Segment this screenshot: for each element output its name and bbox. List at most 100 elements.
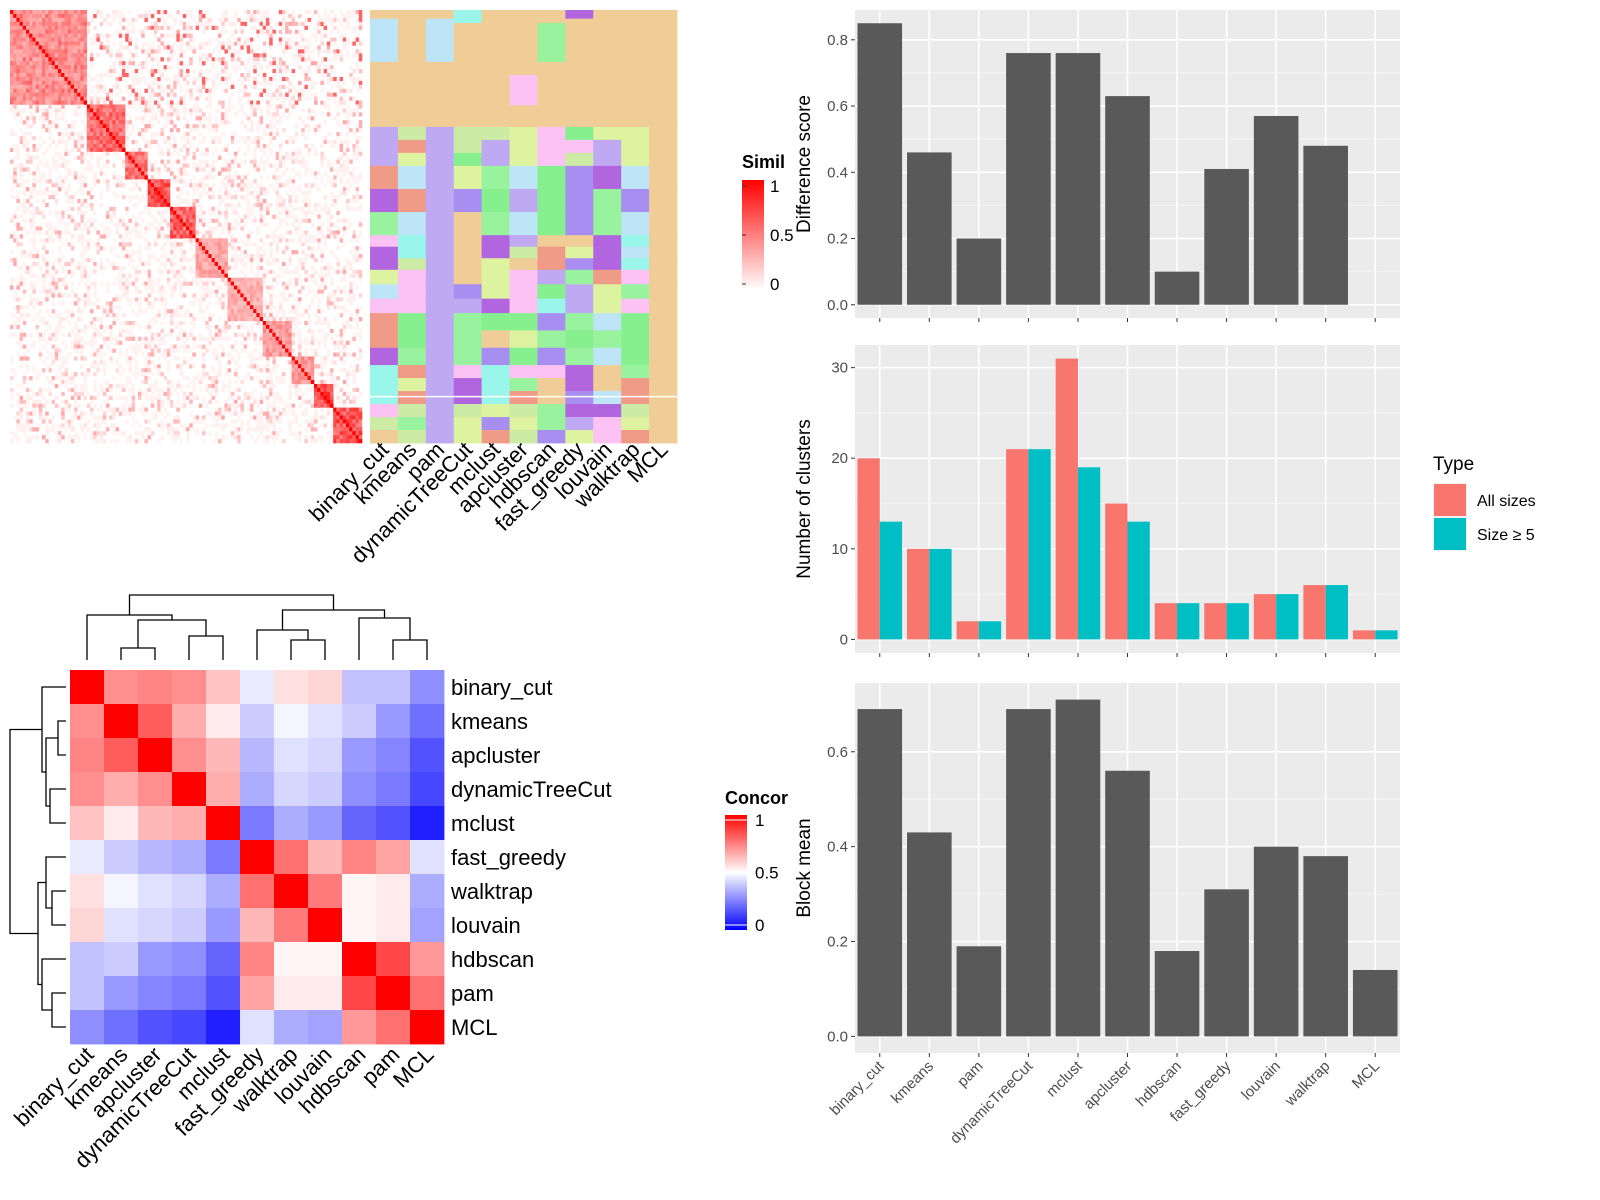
similarity-cell bbox=[160, 226, 164, 231]
similarity-cell bbox=[326, 139, 331, 145]
similarity-cell bbox=[115, 128, 120, 133]
similarity-cell bbox=[202, 159, 206, 164]
similarity-cell bbox=[32, 65, 36, 70]
similarity-cell bbox=[13, 69, 17, 74]
similarity-cell bbox=[326, 265, 331, 271]
similarity-cell bbox=[157, 285, 161, 290]
similarity-cell bbox=[179, 313, 184, 318]
similarity-cell bbox=[109, 206, 113, 212]
similarity-cell bbox=[67, 33, 72, 38]
similarity-cell bbox=[342, 159, 347, 164]
similarity-cell bbox=[266, 324, 270, 330]
similarity-cell bbox=[19, 25, 24, 30]
similarity-cell bbox=[333, 222, 337, 227]
similarity-cell bbox=[326, 226, 331, 231]
similarity-cell bbox=[45, 61, 49, 66]
similarity-cell bbox=[32, 76, 36, 82]
similarity-cell bbox=[38, 53, 43, 58]
similarity-cell bbox=[166, 151, 171, 156]
similarity-cell bbox=[288, 269, 292, 275]
similarity-cell bbox=[80, 69, 84, 74]
similarity-cell bbox=[134, 202, 139, 208]
similarity-cell bbox=[83, 13, 88, 19]
similarity-cell bbox=[13, 72, 17, 78]
similarity-cell bbox=[22, 356, 27, 361]
similarity-cell bbox=[237, 324, 241, 330]
similarity-cell bbox=[278, 340, 283, 345]
similarity-cell bbox=[285, 69, 289, 74]
similarity-cell bbox=[342, 80, 347, 86]
similarity-cell bbox=[134, 352, 139, 357]
similarity-cell bbox=[179, 234, 184, 239]
similarity-cell bbox=[125, 171, 129, 176]
similarity-cell bbox=[170, 317, 174, 322]
similarity-cell bbox=[16, 61, 20, 66]
similarity-cell bbox=[83, 10, 88, 15]
similarity-cell bbox=[118, 175, 123, 180]
similarity-cell bbox=[349, 65, 353, 70]
similarity-cell bbox=[198, 108, 203, 113]
similarity-cell bbox=[326, 210, 331, 215]
similarity-cell bbox=[51, 309, 56, 314]
similarity-cell bbox=[115, 139, 120, 145]
similarity-cell bbox=[192, 222, 196, 227]
similarity-cell bbox=[314, 257, 318, 263]
similarity-cell bbox=[285, 348, 289, 353]
similarity-cell bbox=[294, 45, 299, 50]
similarity-cell bbox=[314, 269, 318, 275]
similarity-cell bbox=[96, 88, 100, 93]
similarity-cell bbox=[198, 301, 203, 306]
similarity-cell bbox=[42, 80, 46, 86]
similarity-cell bbox=[243, 309, 248, 314]
similarity-cell bbox=[304, 269, 308, 275]
similarity-cell bbox=[198, 257, 203, 263]
similarity-cell bbox=[163, 356, 168, 361]
similarity-cell bbox=[26, 147, 30, 153]
similarity-cell bbox=[10, 80, 14, 86]
similarity-cell bbox=[64, 139, 68, 145]
similarity-cell bbox=[278, 202, 283, 208]
similarity-cell bbox=[83, 128, 88, 133]
similarity-cell bbox=[282, 96, 286, 101]
similarity-cell bbox=[205, 222, 209, 227]
similarity-cell bbox=[19, 202, 24, 208]
similarity-cell bbox=[205, 159, 209, 164]
similarity-cell bbox=[118, 305, 123, 310]
similarity-cell bbox=[45, 84, 49, 90]
similarity-cell bbox=[166, 116, 171, 121]
similarity-cell bbox=[147, 96, 152, 101]
similarity-cell bbox=[230, 41, 235, 46]
similarity-cell bbox=[42, 112, 46, 117]
similarity-cell bbox=[208, 104, 212, 109]
similarity-cell bbox=[291, 100, 296, 105]
similarity-cell bbox=[147, 179, 152, 184]
similarity-cell bbox=[22, 250, 27, 255]
similarity-cell bbox=[355, 76, 360, 82]
similarity-cell bbox=[355, 155, 360, 160]
similarity-cell bbox=[45, 45, 49, 50]
similarity-cell bbox=[202, 116, 206, 121]
similarity-cell bbox=[144, 246, 148, 251]
similarity-cell bbox=[134, 218, 139, 223]
similarity-cell bbox=[256, 226, 260, 231]
similarity-cell bbox=[221, 230, 225, 235]
similarity-cell bbox=[240, 183, 244, 188]
similarity-cell bbox=[189, 61, 193, 66]
similarity-cell bbox=[323, 242, 328, 247]
similarity-cell bbox=[266, 234, 270, 239]
similarity-cell bbox=[298, 13, 302, 19]
similarity-cell bbox=[93, 96, 97, 101]
similarity-cell bbox=[26, 72, 30, 78]
similarity-cell bbox=[54, 88, 59, 93]
similarity-cell bbox=[282, 281, 286, 286]
similarity-cell bbox=[294, 29, 299, 34]
similarity-cell bbox=[86, 128, 91, 133]
similarity-cell bbox=[189, 13, 193, 19]
similarity-cell bbox=[19, 57, 24, 62]
similarity-cell bbox=[80, 96, 84, 101]
similarity-cell bbox=[19, 108, 24, 113]
similarity-cell bbox=[38, 179, 43, 184]
similarity-cell bbox=[208, 317, 212, 322]
similarity-cell bbox=[22, 25, 27, 30]
similarity-cell bbox=[192, 135, 196, 141]
